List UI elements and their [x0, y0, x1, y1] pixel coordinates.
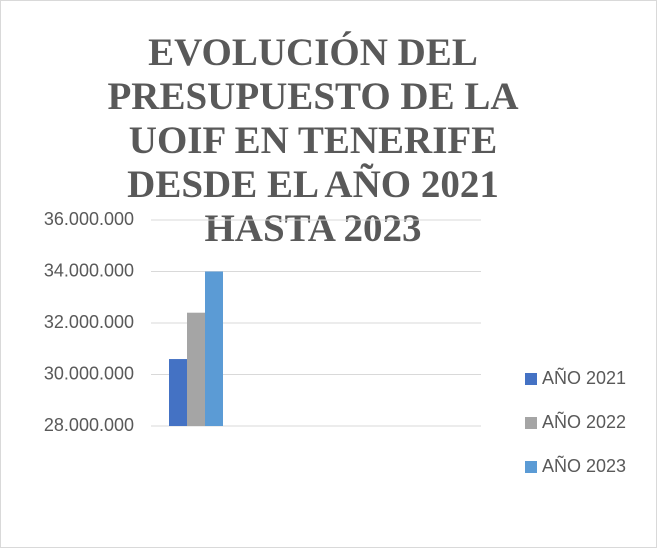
legend-swatch	[525, 461, 537, 473]
legend-swatch	[525, 417, 537, 429]
bar	[205, 271, 223, 426]
y-tick-label: 28.000.000	[44, 415, 134, 435]
y-tick-label: 36.000.000	[44, 209, 134, 229]
legend-label: AÑO 2021	[542, 367, 626, 388]
y-tick-label: 34.000.000	[44, 260, 134, 280]
bar	[169, 359, 187, 426]
legend-swatch	[525, 373, 537, 385]
bar	[187, 312, 205, 426]
legend-label: AÑO 2022	[542, 411, 626, 432]
chart-title: EVOLUCIÓN DEL PRESUPUESTO DE LA UOIF EN …	[107, 31, 519, 250]
legend-label: AÑO 2023	[542, 455, 626, 476]
y-tick-label: 32.000.000	[44, 312, 134, 332]
y-tick-label: 30.000.000	[44, 363, 134, 383]
